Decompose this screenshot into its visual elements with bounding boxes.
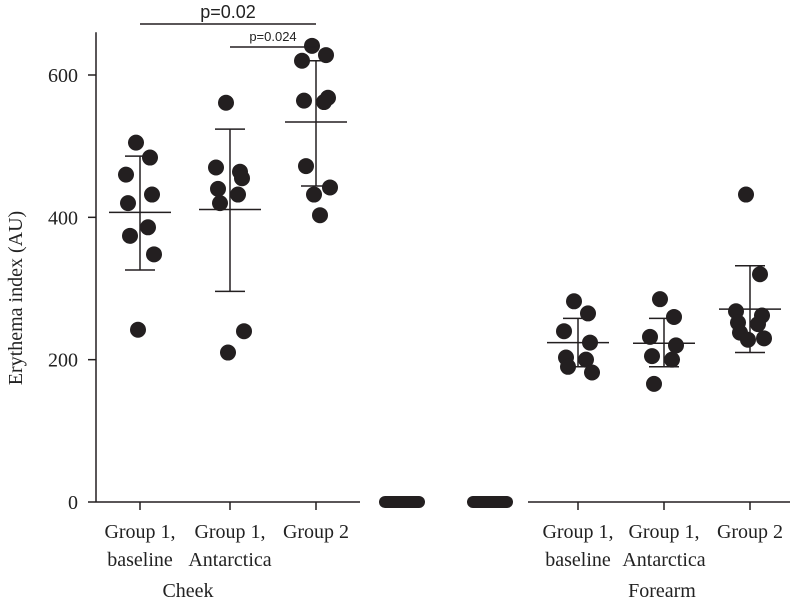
group-6 (719, 186, 781, 354)
data-point (578, 351, 594, 368)
axis-break-marker (379, 496, 425, 508)
site-label: Forearm (628, 580, 696, 600)
category-sublabel: baseline (545, 549, 611, 571)
category-label: Group 1, (194, 521, 265, 543)
category-sublabel: baseline (107, 549, 173, 571)
data-point (118, 166, 134, 183)
data-point (120, 195, 136, 212)
data-point (208, 159, 224, 176)
data-point (322, 179, 338, 196)
data-point (318, 47, 334, 64)
data-point (668, 337, 684, 354)
y-tick-label: 600 (48, 65, 78, 87)
data-point (146, 246, 162, 263)
data-point (210, 180, 226, 197)
y-tick-label: 400 (48, 207, 78, 229)
data-point (142, 149, 158, 166)
data-point (664, 351, 680, 368)
data-point (646, 375, 662, 392)
data-point (756, 330, 772, 347)
category-sublabel: Antarctica (622, 549, 705, 571)
data-point (144, 186, 160, 203)
data-point (130, 321, 146, 338)
y-axis-title: Erythema index (AU) (5, 211, 27, 385)
data-point (220, 344, 236, 361)
data-point (584, 364, 600, 381)
data-point (642, 328, 658, 345)
y-tick-label: 0 (68, 492, 78, 514)
category-label: Group 1, (104, 521, 175, 543)
data-point (236, 323, 252, 340)
data-point (738, 186, 754, 203)
axis-break-marker (467, 496, 513, 508)
significance-label: p=0.02 (200, 2, 256, 22)
site-label: Cheek (162, 580, 213, 600)
group-5 (633, 291, 695, 392)
data-point (140, 219, 156, 236)
data-point (294, 52, 310, 69)
category-label: Group 1, (628, 521, 699, 543)
data-point (652, 291, 668, 308)
data-marks (109, 23, 781, 392)
data-point (312, 207, 328, 224)
data-point (218, 94, 234, 111)
significance-label: p=0.024 (249, 29, 296, 44)
category-label: Group 2 (717, 521, 783, 543)
group-1 (109, 134, 171, 338)
data-point (212, 195, 228, 212)
data-point (750, 316, 766, 333)
data-point (316, 94, 332, 111)
category-label: Group 2 (283, 521, 349, 543)
axes (88, 32, 790, 510)
data-point (752, 266, 768, 283)
category-label: Group 1, (542, 521, 613, 543)
data-point (566, 293, 582, 310)
data-point (230, 186, 246, 203)
data-point (234, 170, 250, 187)
data-point (296, 92, 312, 109)
data-point (128, 134, 144, 151)
data-point (560, 358, 576, 375)
group-2 (199, 94, 261, 361)
axis-labels: 0 200 400 600 Group 1, baseline Group 1, Antarc… (48, 2, 783, 600)
data-point (666, 308, 682, 325)
data-point (582, 334, 598, 351)
category-sublabel: Antarctica (188, 549, 271, 571)
group-3 (285, 37, 347, 224)
data-point (556, 323, 572, 340)
group-4 (547, 293, 609, 381)
data-point (122, 227, 138, 244)
data-point (304, 37, 320, 54)
data-point (740, 331, 756, 348)
data-point (580, 305, 596, 322)
data-point (306, 186, 322, 203)
data-point (298, 158, 314, 175)
data-point (644, 348, 660, 365)
y-tick-label: 200 (48, 350, 78, 372)
